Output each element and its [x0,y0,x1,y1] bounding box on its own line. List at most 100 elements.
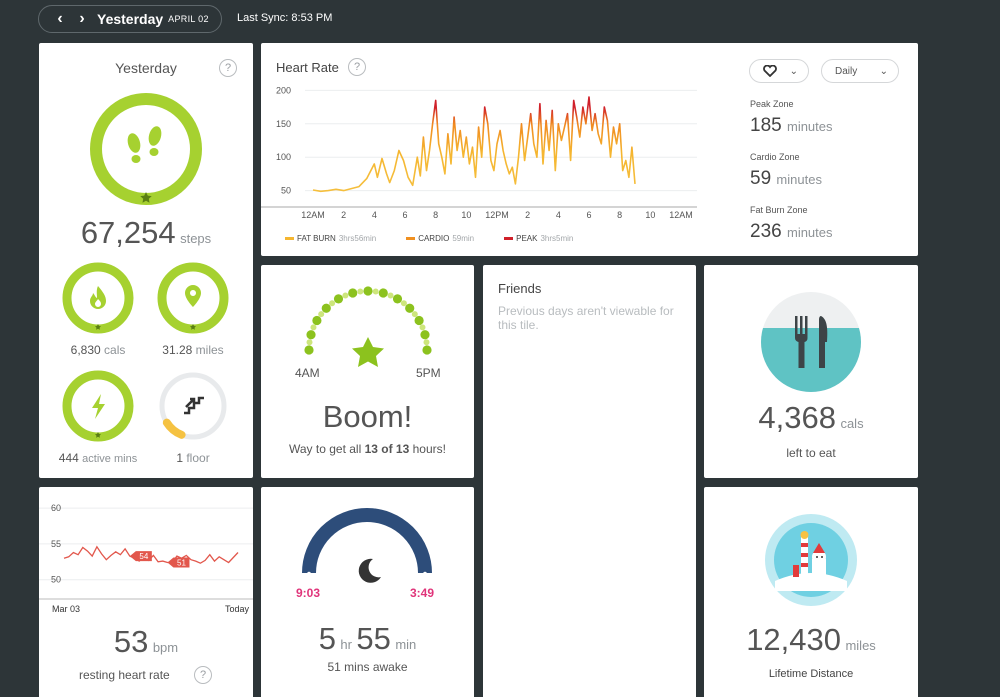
heart-rate-title: Heart Rate [276,60,339,75]
help-icon[interactable]: ? [219,59,237,77]
hr-legend-detail: 59min [452,234,475,243]
sleep-arc [302,508,432,583]
north-pole-icon [793,531,826,579]
selected-day[interactable]: Yesterday [97,11,164,27]
resting-heart-rate-chart: 60 55 50 Mar 03 Today 54 51 [39,503,253,614]
lifetime-distance-tile[interactable]: 12,430 miles Lifetime Distance [704,487,918,697]
rhr-x-label: Mar 03 [52,604,80,614]
resting-heart-rate-tile[interactable]: 60 55 50 Mar 03 Today 54 51 53 bpm resting hea… [39,487,253,697]
fork-knife-icon [794,316,828,368]
hour-dot [378,288,388,298]
rhr-callout: 54 [129,551,152,562]
hr-legend-swatch [504,237,514,240]
lifetime-value: 12,430 [746,622,842,657]
food-readout: 4,368 cals [704,400,918,436]
chevron-right-icon[interactable]: › [79,10,85,27]
friends-tile[interactable]: Friends Previous days aren't viewable fo… [483,265,696,697]
hr-x-tick: 4 [556,210,561,220]
hr-legend-name: CARDIO [418,234,450,243]
hr-x-tick: 12AM [301,210,325,220]
hourly-headline: Boom! [322,399,413,434]
hr-legend-detail: 3hrs5min [540,234,574,243]
period-dropdown[interactable]: Daily ⌄ [821,59,899,83]
distance-ring[interactable] [156,261,230,335]
hr-legend-item: FAT BURN 3hrs56min [285,234,376,243]
heart-rate-chart: 200 150 100 50 12AM 2 4 6 8 10 12PM 2 4 6 8 10 12AM [261,85,697,220]
hour-dot [420,330,430,340]
hr-y-tick: 100 [276,152,291,162]
hr-x-tick: 6 [586,210,591,220]
hour-dot [405,303,415,313]
friends-message: Previous days aren't viewable for this t… [498,304,674,332]
hourly-activity-tile[interactable]: 4AM 5PM Boom! Way to get all 13 of 13 ho… [261,265,474,478]
chevron-left-icon[interactable]: ‹ [57,10,63,27]
stairs-icon [184,396,204,415]
chevron-down-icon: ⌄ [789,65,798,77]
chevron-down-icon: ⌄ [879,65,888,77]
hourly-start: 4AM [295,366,320,380]
floors-unit: floor [186,451,210,465]
food-unit: cals [840,416,864,431]
calories-ring[interactable] [61,261,135,335]
date-navigator: ‹ › Yesterday APRIL 02 [38,5,222,33]
steps-readout: 67,254 steps [39,215,253,251]
metric-dropdown[interactable]: ⌄ [749,59,809,83]
heart-rate-legend: FAT BURN 3hrs56min CARDIO 59min PEAK 3hrs5min [285,234,573,243]
hr-legend-name: FAT BURN [297,234,336,243]
hour-dot-minor [387,292,394,299]
hr-legend-detail: 3hrs56min [338,234,377,243]
floors-ring[interactable] [156,369,230,443]
footprints-icon [127,126,162,163]
sleep-duration: 5 hr 55 min [318,621,417,656]
food-tile[interactable]: 4,368 cals left to eat [704,265,918,478]
hour-dot [392,294,403,304]
fat-burn-zone-value: 236 minutes [750,221,833,242]
rhr-y-tick: 55 [51,539,61,549]
heart-icon [763,65,777,77]
lifetime-readout: 12,430 miles [704,622,918,658]
resting-value: 53 [113,624,149,659]
hour-dot-minor [306,339,313,346]
hourly-dots-arc [304,286,432,367]
last-sync: Last Sync: 8:53 PM [237,12,333,24]
hr-x-tick: 2 [525,210,530,220]
hour-dot [321,303,331,313]
help-icon[interactable]: ? [348,58,366,76]
goal-star-icon [140,192,152,203]
hr-x-tick: 12AM [669,210,693,220]
sleep-awake: 51 mins awake [327,660,408,674]
rhr-callout-label: 51 [177,559,186,568]
hr-x-tick: 8 [433,210,438,220]
north-pole-badge [765,514,857,606]
hr-legend-item: CARDIO 59min [406,234,474,243]
hr-y-tick: 200 [276,85,291,95]
steps-value: 67,254 [80,215,176,250]
rhr-y-tick: 50 [51,575,61,585]
cardio-zone-value: 59 minutes [750,168,822,189]
peak-zone-value: 185 minutes [750,115,833,136]
peak-zone-label: Peak Zone [750,99,794,109]
food-plate [761,292,861,392]
distance-value: 31.28 [162,343,193,357]
rhr-x-label: Today [225,604,250,614]
help-icon[interactable]: ? [194,666,212,684]
sleep-end: 3:49 [410,586,435,600]
hour-dot [312,315,322,326]
selected-date: APRIL 02 [168,14,209,24]
heart-rate-tile[interactable]: Heart Rate ? 200 150 100 50 12AM 2 4 6 8 10 12PM 2 4… [261,43,918,256]
sleep-tile[interactable]: 9:03 3:49 5 hr 55 min 51 mins awake [261,487,474,697]
active-minutes-ring[interactable] [61,369,135,443]
calories-value: 6,830 [70,343,101,357]
sleep-start: 9:03 [296,586,321,600]
lifetime-unit: miles [845,638,876,653]
steps-unit: steps [180,231,212,246]
hour-dot [363,286,373,296]
distance-readout: 31.28 miles [148,343,238,357]
hour-dot-minor [423,339,430,346]
active-unit: active mins [82,453,138,465]
star-icon [352,337,384,367]
location-pin-icon [185,285,201,307]
moon-icon [358,558,381,583]
distance-unit: miles [195,343,224,357]
summary-tile[interactable]: Yesterday ? 67,254 steps 6,830 cals 31.2… [39,43,253,478]
